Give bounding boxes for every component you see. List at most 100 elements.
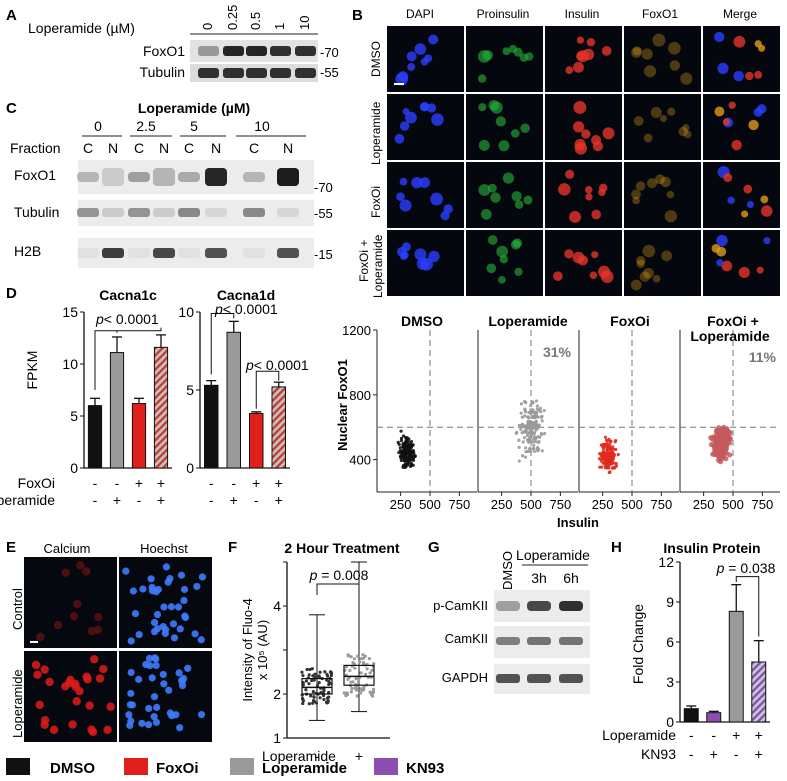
scatter-point xyxy=(405,458,409,462)
scatter-point xyxy=(607,446,611,450)
panel-b-cell xyxy=(513,47,523,57)
scatter-x-tick-label: 500 xyxy=(621,497,643,512)
panel-b-cell xyxy=(598,183,608,193)
panel-b-cell xyxy=(523,195,533,205)
panel-b-row-loperamide: Loperamide xyxy=(369,101,383,165)
scatter-point xyxy=(718,430,724,437)
panel-f-point xyxy=(315,683,320,688)
panel-b-cell xyxy=(490,192,501,203)
scatter-x-tick-label: 750 xyxy=(752,497,774,512)
scatter-title-foxoi: FoxOi xyxy=(610,313,650,329)
panel-b-cell xyxy=(402,108,410,116)
y-tick-label: 0 xyxy=(186,460,194,476)
panel-f-point xyxy=(304,679,309,683)
panel-d-pvalue: p< 0.0001 xyxy=(95,311,159,327)
scatter-point xyxy=(524,430,529,434)
panel-b-cell xyxy=(426,103,437,113)
panel-a-axis-title: Loperamide (µM) xyxy=(28,20,135,36)
panel-f-point xyxy=(371,690,376,694)
scatter-x-tick-label: 500 xyxy=(419,497,441,512)
scatter-point xyxy=(520,415,524,419)
panel-b-cell xyxy=(643,65,657,78)
panel-f-point xyxy=(317,681,321,685)
panel-d-sign-loperamide: + xyxy=(113,492,121,508)
scatter-point xyxy=(531,447,535,451)
panel-f-point xyxy=(365,667,369,671)
panel-b-cell xyxy=(519,53,529,62)
panel-e-cell xyxy=(128,701,137,709)
panel-b-cell xyxy=(667,107,676,116)
panel-b-col-label: Insulin xyxy=(565,7,600,21)
panel-e-cell xyxy=(125,711,133,719)
legend-label: KN93 xyxy=(406,760,444,777)
panel-f-point xyxy=(370,694,375,698)
panel-b-cell xyxy=(763,237,771,245)
panel-c-band-tubulin xyxy=(102,208,124,217)
panel-f-point xyxy=(349,655,353,659)
panel-f-y-tick-label: 1 xyxy=(273,730,281,746)
scatter-point xyxy=(522,430,526,434)
panel-b-row-foxoi-plus: FoxOi + xyxy=(357,240,371,282)
scatter-point xyxy=(600,465,604,469)
panel-b-cell xyxy=(754,40,762,48)
scatter-point xyxy=(405,436,409,440)
panel-b-cell xyxy=(419,102,429,112)
scatter-point xyxy=(527,438,532,443)
panel-g-3h: 3h xyxy=(531,570,547,586)
panel-b-cell xyxy=(631,47,642,58)
panel-b-cell xyxy=(430,192,444,206)
panel-b-cell xyxy=(669,60,681,71)
panel-g-band-pcamkii xyxy=(527,601,551,611)
panel-b-cell xyxy=(520,123,530,134)
panel-b-cell xyxy=(635,181,646,191)
scatter-y-tick-label: 1200 xyxy=(342,323,371,338)
panel-e-cell xyxy=(152,588,160,596)
panel-b-cell xyxy=(723,173,733,183)
panel-e-cell xyxy=(103,725,112,735)
panel-d-sign-loperamide: - xyxy=(137,492,142,508)
panel-f-point xyxy=(358,691,363,695)
y-tick-label: 5 xyxy=(186,382,194,398)
panel-h-sign-loperamide: + xyxy=(732,727,740,743)
scatter-x-tick-label: 250 xyxy=(693,497,715,512)
panel-b-cell xyxy=(667,41,681,55)
y-tick-label: 12 xyxy=(658,554,674,570)
bar xyxy=(706,712,722,723)
panel-f-point xyxy=(355,694,359,698)
scatter-point xyxy=(532,443,536,447)
panel-e-cell xyxy=(122,567,130,575)
panel-e-cell xyxy=(180,585,189,594)
panel-b-cell xyxy=(424,54,433,63)
panel-b-cell xyxy=(731,139,742,151)
scatter-point xyxy=(401,441,406,446)
scatter-point xyxy=(528,424,532,429)
scatter-point xyxy=(408,464,413,469)
panel-b-cell xyxy=(502,172,515,184)
panel-b-cell xyxy=(733,35,746,48)
scatter-point xyxy=(399,458,403,463)
panel-b-cell xyxy=(666,190,675,199)
panel-a-band-foxo1 xyxy=(295,46,316,56)
panel-c-fraction: C xyxy=(83,140,93,156)
panel-b-cell xyxy=(591,209,602,220)
panel-f-point xyxy=(312,699,316,703)
panel-d-sign-loperamide: + xyxy=(230,492,238,508)
panel-e-cell xyxy=(193,582,201,591)
scatter-title-combo-1: FoxOi + xyxy=(707,313,759,329)
scatter-point xyxy=(600,454,605,458)
panel-e-cell xyxy=(168,712,176,720)
panel-b-micrograph xyxy=(703,94,780,160)
panel-b-cell xyxy=(399,199,412,212)
panel-b-cell xyxy=(643,133,653,143)
panel-f-y-tick-label: 4 xyxy=(273,598,281,614)
panel-b-cell xyxy=(632,46,642,56)
panel-b-col-label: Proinsulin xyxy=(477,7,530,21)
panel-b-cell xyxy=(716,246,727,257)
scatter-point xyxy=(712,449,718,456)
panel-c-fraction: N xyxy=(108,140,118,156)
panel-c-band-h2b xyxy=(277,248,299,258)
panel-e-cell xyxy=(160,603,168,611)
legend-swatch xyxy=(6,758,30,775)
scatter-xlabel: Insulin xyxy=(557,515,599,530)
panel-c-marker-70: -70 xyxy=(314,180,333,195)
